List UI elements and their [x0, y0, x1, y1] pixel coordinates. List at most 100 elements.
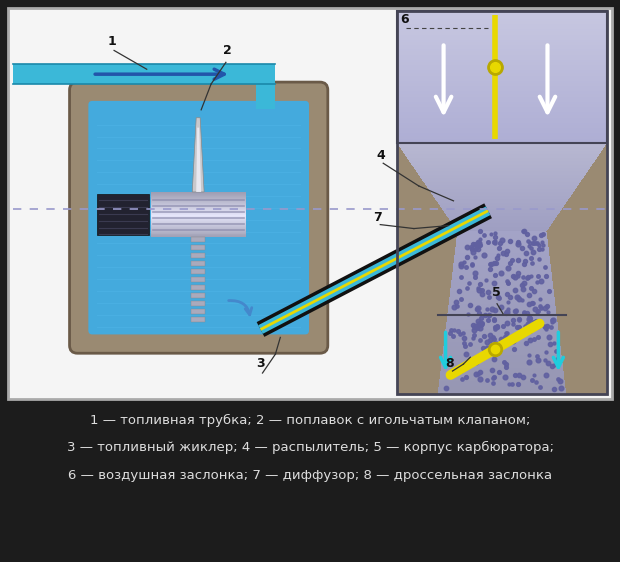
Bar	[397, 102, 607, 103]
Polygon shape	[192, 117, 204, 192]
Bar	[397, 21, 607, 22]
Bar	[397, 71, 607, 72]
Bar	[448, 305, 556, 306]
Bar	[397, 65, 607, 66]
Bar	[447, 319, 557, 320]
Bar	[151, 204, 246, 205]
Bar	[408, 159, 596, 160]
Bar	[456, 239, 547, 241]
Bar	[448, 306, 556, 307]
Bar	[151, 219, 246, 220]
Bar	[397, 91, 607, 92]
Bar	[440, 376, 564, 377]
Bar	[397, 44, 607, 46]
Bar	[397, 12, 607, 13]
Bar	[444, 343, 560, 345]
Bar	[448, 307, 556, 308]
Bar	[422, 180, 582, 181]
Bar	[406, 156, 598, 157]
Bar	[397, 124, 607, 125]
Bar	[442, 359, 562, 360]
Bar	[397, 92, 607, 93]
Bar	[453, 224, 551, 225]
Bar	[151, 201, 246, 202]
Bar	[97, 194, 149, 235]
Bar	[457, 234, 547, 235]
Bar	[438, 386, 565, 387]
Bar	[450, 293, 554, 294]
Bar	[397, 47, 607, 48]
Bar	[151, 225, 246, 226]
Bar	[450, 289, 554, 290]
Bar	[397, 132, 607, 133]
Bar	[151, 209, 246, 210]
Bar	[397, 93, 607, 94]
Bar	[448, 217, 556, 219]
Bar	[454, 255, 549, 256]
Bar	[397, 56, 607, 57]
Bar	[453, 270, 551, 271]
Bar	[412, 165, 591, 166]
Bar	[397, 115, 607, 116]
Bar	[397, 126, 607, 128]
Bar	[454, 254, 549, 255]
Bar	[151, 230, 246, 232]
Bar	[191, 301, 205, 306]
Bar	[397, 88, 607, 89]
Bar	[450, 296, 554, 297]
Bar	[438, 393, 566, 394]
Bar	[448, 303, 556, 305]
Bar	[151, 211, 246, 212]
Bar	[397, 43, 607, 44]
Bar	[442, 356, 562, 357]
Bar	[418, 174, 586, 175]
Bar	[447, 318, 557, 319]
Bar	[450, 291, 554, 292]
Bar	[440, 375, 564, 376]
Bar	[439, 385, 565, 386]
Bar	[191, 285, 205, 290]
Bar	[397, 90, 607, 91]
Bar	[397, 58, 607, 60]
Bar	[397, 35, 607, 37]
Bar	[442, 358, 562, 359]
Bar	[451, 284, 553, 285]
Bar	[433, 196, 570, 197]
Bar	[444, 342, 560, 343]
Bar	[191, 293, 205, 298]
Bar	[456, 246, 549, 247]
Bar	[151, 206, 246, 207]
Bar	[151, 202, 246, 203]
Bar	[407, 157, 597, 158]
Bar	[397, 14, 607, 15]
Bar	[397, 110, 607, 111]
Bar	[151, 199, 246, 200]
Bar	[427, 187, 577, 188]
Bar	[457, 235, 547, 237]
Bar	[427, 186, 577, 187]
Bar	[453, 267, 551, 268]
Bar	[454, 261, 550, 262]
Bar	[443, 353, 561, 354]
Bar	[397, 97, 607, 98]
Bar	[445, 333, 559, 334]
Bar	[428, 189, 575, 190]
Bar	[397, 11, 607, 394]
Bar	[445, 332, 559, 333]
Bar	[416, 171, 588, 172]
Bar	[443, 346, 560, 347]
Bar	[423, 181, 581, 182]
Bar	[397, 53, 607, 55]
Bar	[151, 213, 246, 214]
Bar	[397, 106, 607, 107]
Bar	[397, 128, 607, 129]
Bar	[397, 26, 607, 28]
Bar	[452, 223, 552, 224]
Bar	[440, 373, 564, 374]
Bar	[397, 15, 607, 16]
Bar	[151, 203, 246, 204]
Bar	[453, 272, 552, 273]
Bar	[397, 130, 607, 132]
Bar	[420, 177, 583, 178]
Bar	[397, 74, 607, 75]
